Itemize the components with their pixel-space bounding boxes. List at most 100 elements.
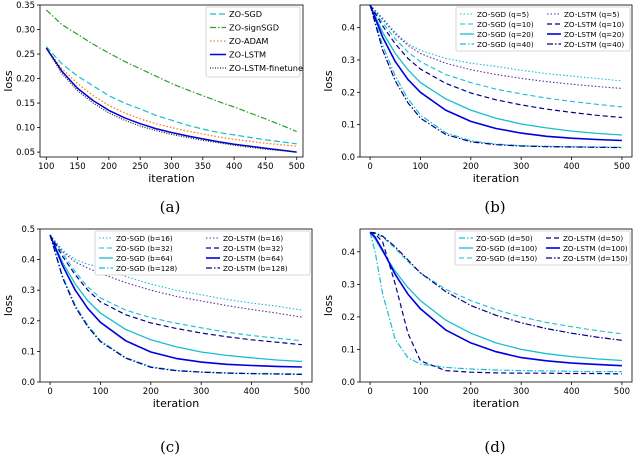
panel-caption: (d) [484, 438, 505, 456]
series-line [369, 4, 622, 108]
legend-label: ZO-LSTM (b=16) [223, 234, 283, 243]
chart-panel-3: 0 100 200 300 400 500 0.0 0.1 0.2 0.3 0.4 0.5 iterat… [2, 225, 313, 456]
legend-label: ZO-LSTM (q=5) [564, 10, 620, 19]
series-line [369, 4, 622, 89]
x-tick-label: 100 [92, 387, 108, 397]
legend-label: ZO-SGD (b=64) [116, 254, 173, 263]
series-line [369, 4, 622, 119]
x-axis-label: iteration [473, 172, 519, 185]
y-axis-label: loss [322, 70, 335, 92]
series-line [49, 234, 302, 363]
y-tick-label: 0.05 [16, 148, 35, 158]
legend-box [455, 6, 631, 52]
series-line [369, 4, 622, 82]
legend-label: ZO-SGD (b=16) [116, 234, 173, 243]
legend-label: ZO-LSTM (b=64) [223, 254, 283, 263]
series-line [45, 46, 297, 145]
x-tick-label: 500 [289, 162, 305, 172]
y-tick-label: 0.1 [341, 121, 355, 131]
x-tick-label: 0 [367, 387, 372, 397]
legend-label: ZO-SGD (d=100) [476, 244, 537, 253]
y-axis-label: loss [322, 295, 335, 317]
plot-frame [359, 228, 633, 383]
legend-label: ZO-SGD (d=50) [476, 234, 533, 243]
series-line [369, 4, 622, 149]
y-tick-label: 0.4 [341, 24, 355, 34]
legend-label: ZO-LSTM (b=32) [223, 244, 283, 253]
series-line [45, 9, 297, 133]
legend-label: ZO-SGD (b=32) [116, 244, 173, 253]
series-line [45, 47, 297, 153]
y-tick-label: 0.2 [341, 313, 355, 323]
y-axis-label: loss [2, 70, 15, 92]
plot-frame [39, 228, 313, 383]
legend-label: ZO-LSTM-finetune [229, 63, 303, 73]
x-axis-label: iteration [153, 397, 199, 410]
x-tick-label: 200 [101, 162, 117, 172]
x-tick-label: 500 [614, 162, 630, 172]
y-tick-label: 0.3 [341, 280, 355, 290]
y-tick-label: 0.1 [21, 347, 35, 357]
x-tick-label: 350 [195, 162, 211, 172]
panel-caption: (c) [160, 438, 180, 456]
legend: ZO-SGD (d=50)ZO-SGD (d=100)ZO-SGD (d=150… [454, 230, 631, 266]
x-tick-label: 450 [257, 162, 273, 172]
series-line [49, 234, 302, 346]
legend-box [94, 230, 311, 276]
legend-label: ZO-LSTM (d=100) [563, 244, 628, 253]
y-tick-label: 0.20 [16, 75, 35, 85]
x-tick-label: 300 [513, 387, 529, 397]
series-line [45, 47, 297, 153]
chart-panel-1: 100 150 200 250 300 350 400 450 500 0.05 0.10 0.15 0… [2, 1, 305, 216]
x-axis-label: iteration [148, 172, 194, 185]
y-tick-label: 0.3 [21, 286, 35, 296]
legend-label: ZO-SGD (q=10) [477, 20, 534, 29]
legend-box [454, 230, 631, 266]
legend-label: ZO-LSTM (q=40) [564, 40, 624, 49]
y-tick-label: 0.0 [341, 378, 355, 388]
x-axis-label: iteration [473, 397, 519, 410]
x-tick-label: 500 [294, 387, 310, 397]
y-tick-label: 0.0 [341, 153, 355, 163]
legend-label: ZO-SGD (q=40) [477, 40, 534, 49]
legend-label: ZO-LSTM [229, 49, 266, 59]
legend-label: ZO-LSTM (b=128) [223, 264, 288, 273]
series-line [369, 231, 622, 335]
y-tick-label: 0.30 [16, 26, 35, 36]
chart-panel-2: 0 100 200 300 400 500 0.0 0.1 0.2 0.3 0.4 iteration… [322, 4, 633, 216]
legend: ZO-SGD (q=5)ZO-SGD (q=10)ZO-SGD (q=20)ZO… [455, 6, 631, 52]
series-line [49, 234, 302, 375]
series-line [49, 234, 302, 368]
panel-caption: (b) [484, 198, 505, 216]
legend-label: ZO-SGD (d=150) [476, 254, 537, 263]
x-tick-label: 400 [226, 162, 242, 172]
y-tick-label: 0.5 [21, 225, 35, 235]
series-line [369, 4, 622, 142]
x-tick-label: 500 [614, 387, 630, 397]
x-tick-label: 400 [563, 387, 579, 397]
legend-label: ZO-LSTM (q=20) [564, 30, 624, 39]
legend: ZO-SGD ZO-signSGD ZO-ADAM ZO-LSTM ZO-LSTM-fi… [205, 6, 303, 78]
plot-frame [359, 4, 633, 158]
y-tick-label: 0.0 [21, 378, 35, 388]
x-tick-label: 0 [367, 162, 372, 172]
series-line [369, 231, 622, 375]
series-line [49, 234, 302, 318]
series-line [49, 234, 302, 342]
y-tick-label: 0.4 [21, 256, 35, 266]
series-line [369, 4, 622, 136]
y-tick-label: 0.25 [16, 50, 35, 60]
legend-label: ZO-LSTM (d=150) [563, 254, 628, 263]
legend-label: ZO-SGD [229, 9, 262, 19]
x-tick-label: 100 [412, 387, 428, 397]
chart-panel-4: 0 100 200 300 400 500 0.0 0.1 0.2 0.3 0.4 iteration… [322, 228, 633, 456]
y-tick-label: 0.3 [341, 56, 355, 66]
y-tick-label: 0.2 [21, 317, 35, 327]
y-axis-label: loss [2, 295, 15, 317]
legend-label: ZO-SGD (q=5) [477, 10, 529, 19]
x-tick-label: 300 [513, 162, 529, 172]
y-tick-label: 0.2 [341, 88, 355, 98]
series-line [370, 231, 622, 341]
y-tick-label: 0.15 [16, 99, 35, 109]
